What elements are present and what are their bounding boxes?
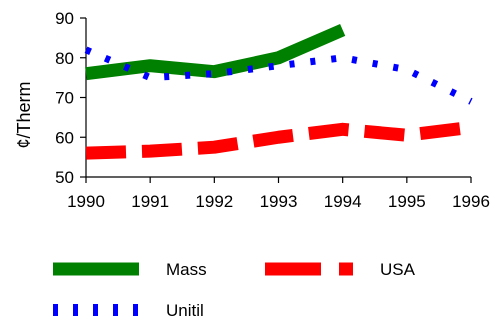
y-tick-label: 60 (55, 128, 74, 147)
y-tick-label: 70 (55, 89, 74, 108)
x-tick-label: 1994 (324, 192, 362, 211)
legend-label-unitil: Unitil (166, 301, 204, 320)
legend-label-usa: USA (380, 260, 416, 279)
y-axis-title: ¢/Therm (14, 81, 34, 148)
x-tick-label: 1993 (260, 192, 298, 211)
x-tick-label: 1990 (67, 192, 105, 211)
x-tick-label: 1996 (452, 192, 490, 211)
legend-label-mass: Mass (166, 260, 207, 279)
series-layer (84, 23, 473, 160)
x-tick-label: 1992 (195, 192, 233, 211)
y-axis: 50 60 70 80 90 (55, 9, 87, 187)
x-axis: 1990 1991 1992 1993 1994 1995 1996 (67, 176, 490, 211)
y-tick-label: 90 (55, 9, 74, 28)
x-tick-label: 1991 (131, 192, 169, 211)
x-tick-label: 1995 (388, 192, 426, 211)
y-tick-label: 80 (55, 49, 74, 68)
y-tick-label: 50 (55, 168, 74, 187)
legend: Mass USA Unitil (53, 260, 416, 320)
series-line-usa (85, 120, 472, 160)
